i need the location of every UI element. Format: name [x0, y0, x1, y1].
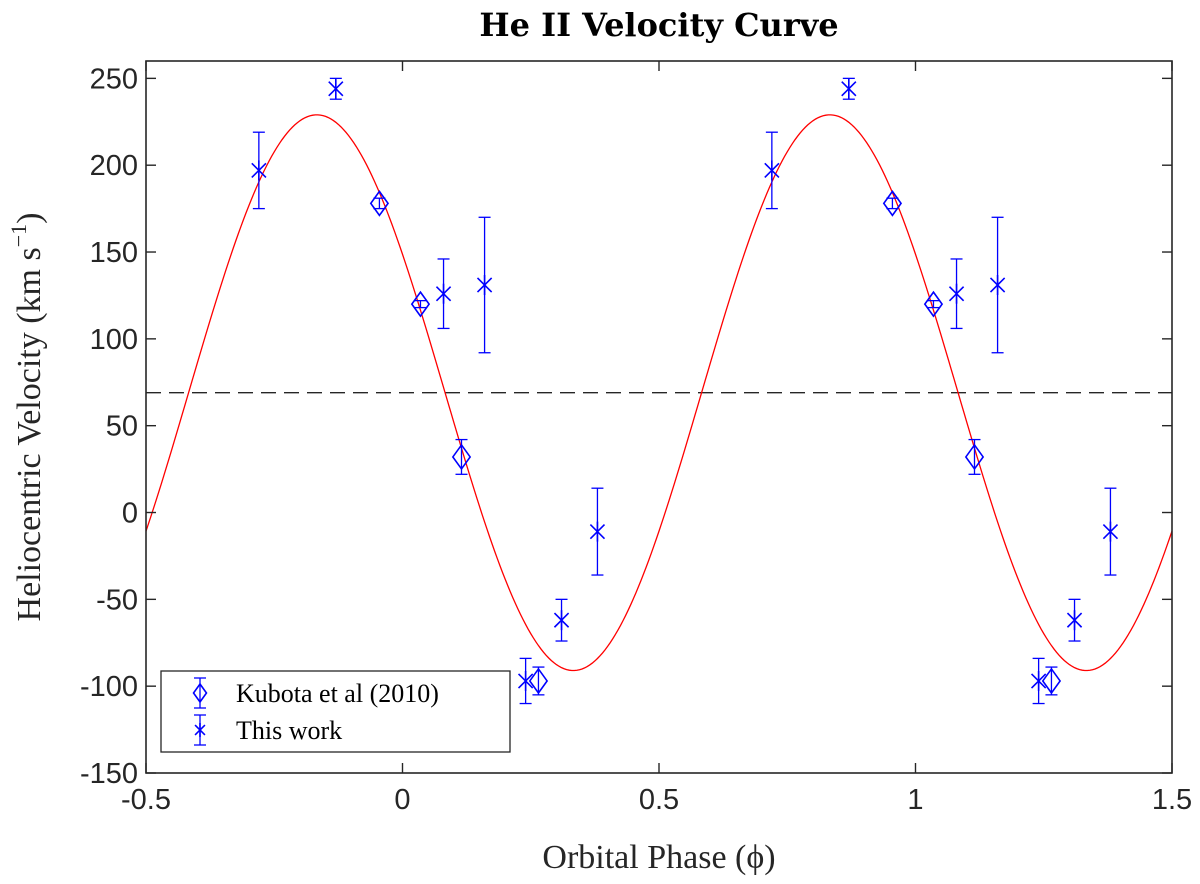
data-point-diamond	[410, 290, 431, 318]
data-point-asterisk	[589, 521, 606, 542]
asterisk-stroke	[764, 162, 780, 179]
data-point-diamond	[923, 290, 944, 318]
data-point-asterisk	[517, 670, 534, 691]
error-bar	[1045, 666, 1058, 696]
y-tick-label: 250	[90, 63, 138, 95]
y-axis-title-close: )	[11, 213, 48, 224]
data-point-diamond	[882, 190, 903, 217]
x-axis-title: Orbital Phase (ϕ)	[542, 839, 775, 876]
legend-label-this-work: This work	[236, 716, 342, 745]
x-tick-label: 0	[394, 784, 410, 816]
data-point-diamond	[528, 667, 549, 695]
y-axis-title-text: Heliocentric Velocity (km s−1)	[6, 213, 48, 622]
data-point-asterisk	[251, 160, 267, 181]
data-layer	[251, 77, 1119, 705]
y-tick-label: -150	[80, 758, 138, 790]
data-point-diamond	[369, 190, 390, 217]
series-this-work	[251, 77, 1119, 705]
data-point-asterisk	[328, 78, 344, 99]
asterisk-stroke	[251, 162, 267, 179]
data-point-asterisk	[948, 283, 965, 304]
error-bar	[532, 666, 545, 696]
y-tick-label: 200	[90, 150, 138, 182]
y-tick-label: 150	[90, 237, 138, 269]
asterisk-stroke	[1030, 673, 1047, 689]
x-tick-label: 1.5	[1152, 784, 1192, 816]
legend-asterisk-marker	[194, 723, 206, 737]
fit-layer	[145, 114, 1173, 672]
y-tick-label: 0	[122, 498, 138, 530]
asterisk-stroke	[553, 612, 570, 628]
data-point-asterisk	[764, 160, 780, 181]
data-point-asterisk	[553, 610, 570, 631]
x-tick-label: 1	[907, 784, 923, 816]
y-axis-title-main: Heliocentric Velocity (km s	[11, 247, 48, 621]
data-point-asterisk	[476, 275, 493, 296]
asterisk-stroke	[948, 286, 965, 302]
legend-diamond-marker	[192, 682, 208, 704]
asterisk-stroke	[989, 277, 1006, 293]
legend-swatch-this-work	[194, 714, 206, 746]
data-point-asterisk	[989, 275, 1006, 296]
asterisk-stroke	[476, 277, 493, 293]
y-tick-label: 100	[90, 324, 138, 356]
series-kubota	[369, 190, 1062, 696]
error-bar	[927, 299, 940, 309]
error-bar	[414, 299, 427, 309]
data-point-diamond	[964, 443, 985, 471]
asterisk-stroke	[194, 724, 206, 736]
asterisk-stroke	[589, 523, 606, 540]
legend-box	[160, 670, 511, 753]
data-point-diamond	[451, 443, 472, 471]
data-point-asterisk	[435, 283, 452, 304]
legend: Kubota et al (2010) This work	[160, 670, 511, 753]
legend-swatch-kubota	[192, 677, 208, 709]
asterisk-stroke	[1066, 612, 1083, 628]
asterisk-stroke	[1102, 523, 1119, 540]
tick-layer: -0.5 0 0.5 1 1.5 -150 -100 -50 0 50 100 150 200 250	[80, 61, 1192, 816]
asterisk-stroke	[841, 81, 857, 97]
plot-area	[146, 61, 1172, 773]
asterisk-stroke	[517, 673, 534, 689]
y-tick-label: 50	[106, 411, 138, 443]
chart-title: He II Velocity Curve	[479, 6, 838, 44]
asterisk-stroke	[435, 286, 452, 302]
asterisk-stroke	[328, 81, 344, 97]
y-axis-title-exponent: −1	[6, 224, 31, 247]
y-axis-title: Heliocentric Velocity (km s−1)	[6, 213, 48, 622]
data-point-asterisk	[1030, 670, 1047, 691]
data-point-diamond	[1041, 667, 1062, 695]
legend-label-kubota: Kubota et al (2010)	[236, 679, 439, 708]
x-tick-label: 0.5	[639, 784, 679, 816]
y-tick-label: -50	[96, 584, 138, 616]
data-point-asterisk	[1102, 521, 1119, 542]
y-tick-label: -100	[80, 671, 138, 703]
data-point-asterisk	[1066, 610, 1083, 631]
data-point-asterisk	[841, 78, 857, 99]
fit-curve	[145, 114, 1173, 672]
x-tick-label: -0.5	[121, 784, 171, 816]
